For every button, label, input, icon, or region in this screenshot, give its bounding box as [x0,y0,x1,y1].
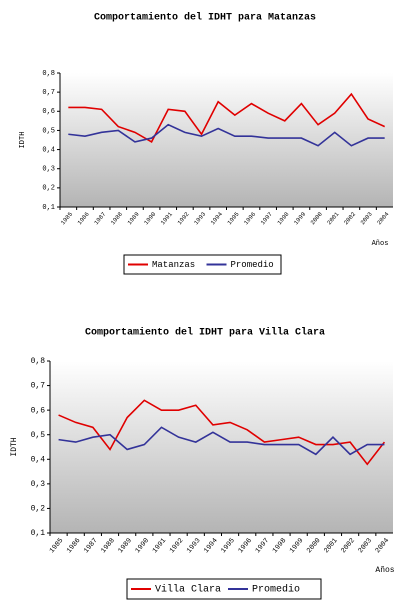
x-tick-label: 1999 [293,210,308,226]
legend [123,254,282,275]
x-tick-label: 1992 [176,210,191,226]
x-tick-label: 1992 [168,537,185,555]
y-tick-label: 0,5 [31,431,46,440]
data-line [68,123,385,147]
y-tick-label: 0,7 [31,382,46,391]
y-tick-label: 0,6 [31,406,46,415]
x-tick-label: 2004 [374,537,391,555]
y-tick-label: 0,1 [42,204,55,212]
x-tick-label: 1985 [48,537,65,555]
x-tick-label: 1998 [271,537,288,555]
x-tick-label: 1989 [117,537,134,555]
x-tick-label: 1998 [276,210,291,226]
x-tick-label: 1991 [151,537,168,555]
x-tick-label: 1997 [254,537,271,555]
x-tick-label: 2002 [342,210,357,226]
y-tick-label: 0,3 [42,166,55,174]
plot-area [60,73,393,207]
x-tick-label: 1995 [226,210,241,226]
y-tick-label: 0,5 [42,127,55,135]
x-tick-label: 1986 [76,210,91,226]
y-tick-label: 0,2 [42,185,55,193]
x-tick-label: 1986 [66,537,83,555]
data-line [58,426,385,456]
x-tick-label: 2003 [357,537,374,555]
x-tick-label: 1988 [100,537,117,555]
x-tick-label: 1985 [59,210,74,226]
x-tick-label: 1991 [159,210,174,226]
legend-label: Villa Clara [155,584,221,596]
x-tick-label: 2001 [326,210,341,226]
x-tick-label: 2001 [323,537,340,555]
y-axis-label: IDTH [10,437,19,456]
y-tick-label: 0,6 [42,108,55,116]
x-tick-label: 2003 [359,210,374,226]
x-axis-label: Años [372,240,389,248]
y-tick-label: 0,3 [31,480,46,489]
x-tick-label: 1990 [143,210,158,226]
x-tick-label: 2002 [340,537,357,555]
x-tick-label: 1988 [109,210,124,226]
x-tick-label: 1990 [134,537,151,555]
y-tick-label: 0,1 [31,529,46,538]
y-tick-label: 0,8 [31,357,46,366]
x-tick-label: 2004 [376,210,391,226]
legend-label: Matanzas [152,260,195,270]
x-tick-label: 1993 [186,537,203,555]
y-tick-label: 0,7 [42,89,55,97]
data-line [58,399,386,466]
x-tick-label: 1994 [209,210,224,226]
legend-label: Promedio [252,584,300,596]
y-tick-label: 0,4 [42,146,55,154]
x-tick-label: 1999 [288,537,305,555]
x-tick-label: 1997 [259,210,274,226]
x-tick-label: 1995 [220,537,237,555]
plot-area [50,361,393,533]
x-tick-label: 2000 [309,210,324,226]
legend [126,578,322,600]
x-tick-label: 1994 [203,537,220,555]
y-tick-label: 0,8 [42,70,55,78]
x-axis-label: Años [375,566,394,575]
x-tick-label: 1993 [193,210,208,226]
chart-title: Comportamiento del IDHT para Villa Clara [85,327,325,339]
x-tick-label: 1996 [237,537,254,555]
legend-label: Promedio [231,260,274,270]
x-tick-label: 1989 [126,210,141,226]
x-tick-label: 1987 [83,537,100,555]
x-tick-label: 1987 [93,210,108,226]
data-line [68,92,386,144]
chart-title: Comportamiento del IDHT para Matanzas [94,12,316,24]
y-axis-label: IDTH [19,132,27,149]
y-tick-label: 0,4 [31,455,46,464]
x-tick-label: 1996 [243,210,258,226]
y-tick-label: 0,2 [31,505,46,514]
x-tick-label: 2000 [306,537,323,555]
